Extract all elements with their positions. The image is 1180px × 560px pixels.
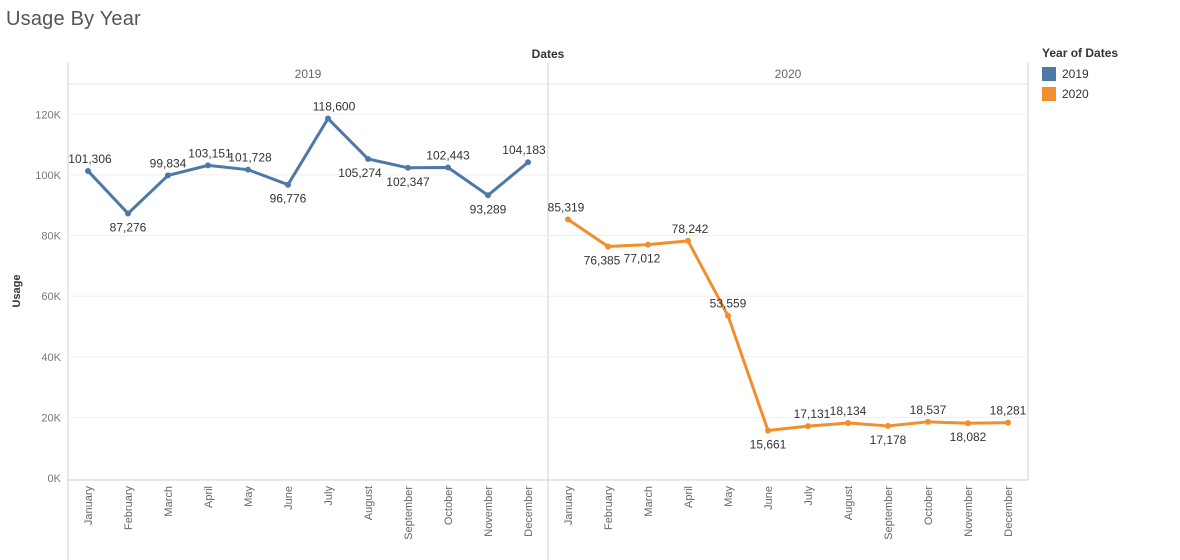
x-tick-label-2020-february: February	[603, 486, 615, 531]
y-tick-label-60000: 60K	[41, 291, 61, 303]
data-label-2019-january: 101,306	[68, 152, 112, 166]
data-label-2020-january: 85,319	[548, 200, 585, 214]
data-point-2020-march	[645, 241, 651, 248]
data-label-2019-june: 96,776	[270, 192, 307, 206]
data-point-2019-august	[365, 155, 371, 162]
data-point-2019-october	[445, 164, 451, 171]
page-title: Usage By Year	[6, 8, 141, 30]
data-label-2019-december: 104,183	[502, 143, 546, 157]
data-point-2020-september	[885, 422, 891, 429]
data-label-2020-november: 18,082	[950, 430, 987, 444]
x-tick-label-2020-december: December	[1003, 486, 1015, 537]
x-tick-label-2019-april: April	[203, 486, 215, 508]
data-label-2019-march: 99,834	[150, 156, 187, 170]
x-tick-label-2020-september: September	[883, 486, 895, 540]
data-label-2019-may: 101,728	[228, 151, 272, 165]
data-point-2019-may	[245, 166, 251, 173]
data-point-2020-february	[605, 243, 611, 250]
x-tick-label-2020-june: June	[763, 486, 775, 510]
data-label-2020-august: 18,134	[830, 404, 867, 418]
data-point-2019-april	[205, 162, 211, 169]
x-tick-label-2019-october: October	[443, 486, 455, 525]
data-label-2020-september: 17,178	[870, 433, 907, 447]
data-point-2019-march	[165, 172, 171, 179]
data-point-2019-july	[325, 115, 331, 122]
y-axis-label: Usage	[11, 274, 23, 307]
data-label-2019-february: 87,276	[110, 220, 147, 234]
x-tick-label-2019-december: December	[523, 486, 535, 537]
x-tick-label-2019-september: September	[403, 486, 415, 540]
data-label-2020-october: 18,537	[910, 403, 947, 417]
data-point-2020-december	[1005, 419, 1011, 426]
series-line-2020	[567, 218, 1009, 433]
series-line-2019	[86, 117, 529, 215]
data-point-2020-may	[725, 312, 731, 319]
data-point-2020-january	[565, 216, 571, 223]
x-tick-label-2020-november: November	[963, 486, 975, 537]
data-label-2020-february: 76,385	[584, 253, 621, 267]
x-tick-label-2019-may: May	[243, 486, 255, 507]
x-tick-label-2020-july: July	[803, 486, 815, 506]
data-label-2020-march: 77,012	[624, 252, 661, 266]
data-label-2020-july: 17,131	[794, 407, 831, 421]
data-label-2019-september: 102,347	[386, 175, 430, 189]
x-tick-label-2019-june: June	[283, 486, 295, 510]
data-point-2020-april	[685, 237, 691, 244]
legend-swatch-2019	[1042, 67, 1056, 81]
data-point-2020-july	[805, 423, 811, 430]
data-point-2019-january	[85, 167, 91, 174]
panel-header-2019: 2019	[295, 67, 322, 81]
legend-item-2020[interactable]: 2020	[1042, 84, 1118, 104]
data-label-2019-july: 118,600	[313, 100, 356, 114]
x-tick-label-2020-august: August	[843, 486, 855, 520]
x-tick-label-2020-march: March	[643, 486, 655, 517]
legend: Year of Dates 2019 2020	[1042, 46, 1118, 104]
legend-label-2019: 2019	[1062, 67, 1089, 81]
data-label-2019-october: 102,443	[426, 149, 470, 163]
legend-swatch-2020	[1042, 87, 1056, 101]
data-label-2019-april: 103,151	[188, 146, 232, 160]
panel-header-2020: 2020	[775, 67, 802, 81]
x-tick-label-2019-august: August	[363, 486, 375, 520]
data-point-2019-november	[485, 192, 491, 199]
data-point-2019-december	[525, 159, 531, 166]
x-tick-label-2020-april: April	[683, 486, 695, 508]
x-tick-label-2019-july: July	[323, 486, 335, 506]
x-tick-label-2020-may: May	[723, 486, 735, 507]
x-tick-label-2019-january: January	[83, 486, 95, 526]
x-tick-label-2020-january: January	[563, 486, 575, 526]
y-tick-label-80000: 80K	[41, 231, 61, 243]
y-tick-label-120000: 120K	[35, 109, 61, 121]
y-tick-label-20000: 20K	[41, 412, 61, 424]
legend-title: Year of Dates	[1042, 46, 1119, 60]
x-tick-label-2019-november: November	[483, 486, 495, 537]
x-tick-label-2020-october: October	[923, 486, 935, 525]
data-label-2020-june: 15,661	[750, 438, 787, 452]
data-point-2019-february	[125, 210, 131, 217]
data-label-2020-may: 53,559	[710, 297, 747, 311]
column-header: Dates	[532, 47, 565, 61]
y-tick-label-100000: 100K	[35, 170, 61, 182]
legend-item-2019[interactable]: 2019	[1042, 64, 1118, 84]
data-label-2020-april: 78,242	[672, 222, 709, 236]
data-point-2020-august	[845, 420, 851, 427]
data-point-2019-june	[285, 181, 291, 188]
x-tick-label-2019-march: March	[163, 486, 175, 517]
y-tick-label-40000: 40K	[41, 352, 61, 364]
data-point-2020-june	[765, 427, 771, 434]
x-tick-label-2019-february: February	[123, 486, 135, 531]
data-label-2020-december: 18,281	[990, 404, 1027, 418]
data-point-2020-october	[925, 418, 931, 425]
legend-label-2020: 2020	[1062, 87, 1089, 101]
data-label-2019-november: 93,289	[470, 202, 507, 216]
y-tick-label-0: 0K	[48, 473, 62, 485]
data-point-2020-november	[965, 420, 971, 427]
data-point-2019-september	[405, 164, 411, 171]
data-label-2019-august: 105,274	[338, 166, 382, 180]
